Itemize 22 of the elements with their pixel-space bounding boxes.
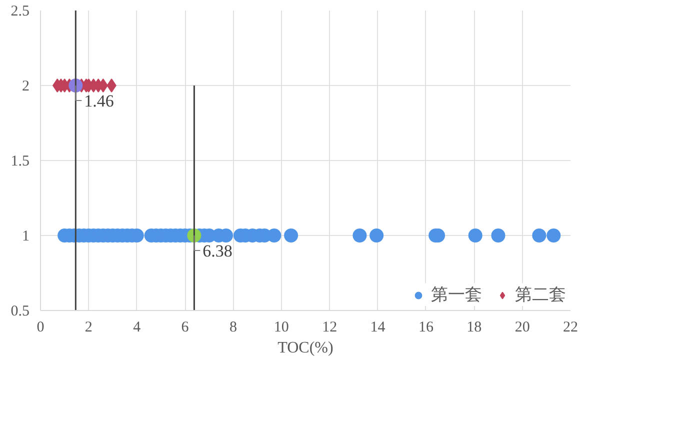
- y-tick-label: 1.5: [10, 154, 30, 170]
- x-tick-label: 22: [563, 320, 578, 336]
- y-tick-label: 1: [22, 228, 30, 244]
- x-tick-label: 6: [181, 320, 190, 336]
- x-axis-title: TOC(%): [278, 340, 334, 356]
- x-tick-label: 8: [229, 320, 237, 336]
- x-tick-label: 10: [274, 320, 289, 336]
- y-tick-label: 0.5: [10, 304, 30, 320]
- x-tick-label: 20: [514, 320, 530, 336]
- legend-label: 第二套: [515, 284, 566, 306]
- x-tick-label: 2: [84, 320, 92, 336]
- x-tick-label: 18: [466, 320, 482, 336]
- x-tick-label: 12: [322, 320, 338, 336]
- x-tick-label: 16: [418, 320, 434, 336]
- annotation: 1.46: [84, 92, 114, 110]
- legend-label: 第一套: [431, 284, 482, 306]
- x-tick-label: 4: [133, 320, 142, 336]
- annotation: 6.38: [202, 242, 232, 260]
- y-tick-label: 2: [22, 78, 30, 94]
- x-tick-label: 14: [370, 320, 386, 336]
- y-tick-label: 2.5: [10, 4, 30, 20]
- x-tick-label: 0: [36, 320, 44, 336]
